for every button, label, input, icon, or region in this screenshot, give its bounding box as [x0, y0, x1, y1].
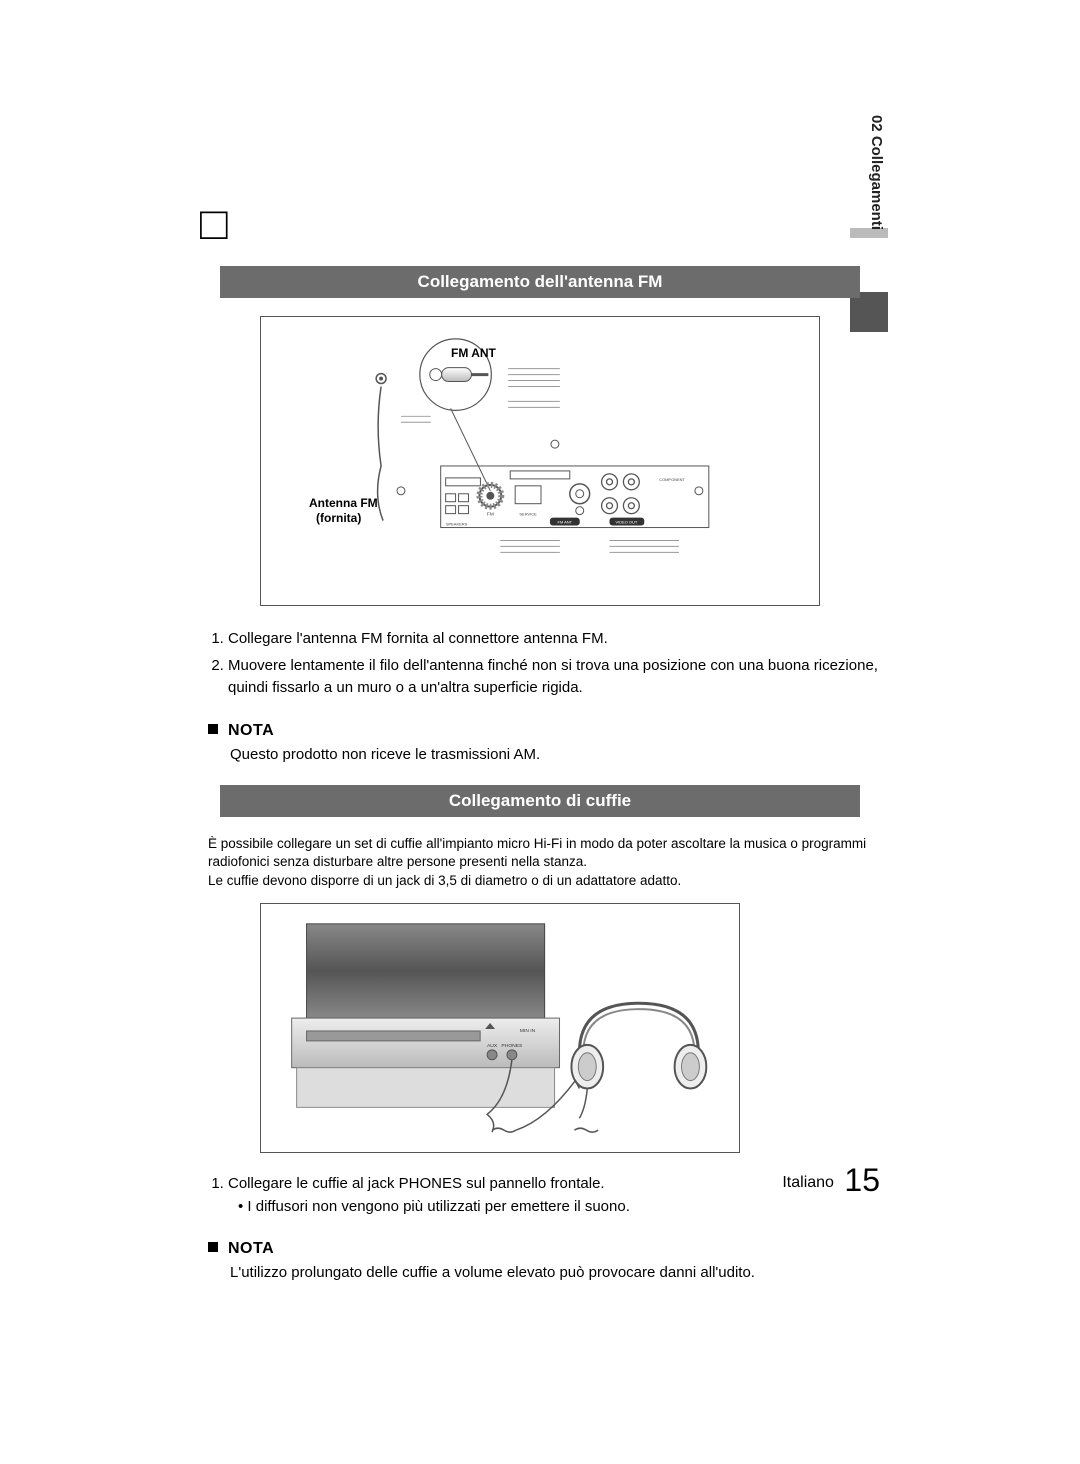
fm-steps-list: Collegare l'antenna FM fornita al connet… [208, 628, 900, 700]
svg-text:VIDEO OUT: VIDEO OUT [615, 520, 637, 525]
placeholder-glyph: □ [200, 200, 900, 246]
page-footer: Italiano 15 [782, 1162, 880, 1199]
callout-fm-ant: FM ANT [451, 347, 496, 361]
list-item: Muovere lentamente il filo dell'antenna … [228, 655, 900, 700]
section-heading-cuffie: Collegamento di cuffie [220, 785, 860, 817]
sub-bullet: • I diffusori non vengono più utilizzati… [238, 1196, 900, 1219]
svg-text:PHONES: PHONES [501, 1043, 523, 1049]
label-antenna-fm-2: (fornita) [316, 512, 361, 526]
nota-text: Questo prodotto non riceve le trasmissio… [230, 744, 900, 765]
diagram-headphones: AUX PHONES MIN IN [260, 903, 740, 1153]
svg-text:MIN IN: MIN IN [520, 1028, 536, 1034]
intro-line-1: È possibile collegare un set di cuffie a… [208, 836, 866, 870]
nota-heading: NOTA [208, 722, 900, 740]
svg-text:FM: FM [487, 512, 494, 518]
svg-text:FM ANT: FM ANT [558, 520, 573, 525]
svg-text:COMPONENT: COMPONENT [659, 477, 685, 482]
list-item: Collegare l'antenna FM fornita al connet… [228, 628, 900, 651]
svg-text:SERVICE: SERVICE [519, 512, 537, 517]
footer-language: Italiano [782, 1174, 834, 1191]
nota-block-2: NOTA L'utilizzo prolungato delle cuffie … [208, 1240, 900, 1283]
nota-text: L'utilizzo prolungato delle cuffie a vol… [230, 1262, 900, 1283]
svg-text:AUX: AUX [487, 1043, 498, 1049]
section-heading-fm: Collegamento dell'antenna FM [220, 266, 860, 298]
footer-page-number: 15 [844, 1162, 880, 1198]
intro-line-2: Le cuffie devono disporre di un jack di … [208, 873, 681, 888]
chapter-number: 02 [868, 115, 885, 132]
diagram-fm-antenna: FM ANT Antenna FM (fornita) [260, 316, 820, 606]
svg-text:SPEAKERS: SPEAKERS [446, 522, 468, 527]
step-text: Collegare le cuffie al jack PHONES sul p… [228, 1175, 605, 1192]
nota-block-1: NOTA Questo prodotto non riceve le trasm… [208, 722, 900, 765]
nota-heading: NOTA [208, 1240, 900, 1258]
page-content: □ Collegamento dell'antenna FM FM ANT An… [200, 200, 900, 1293]
intro-paragraph: È possibile collegare un set di cuffie a… [208, 835, 888, 892]
label-antenna-fm-1: Antenna FM [309, 497, 378, 511]
